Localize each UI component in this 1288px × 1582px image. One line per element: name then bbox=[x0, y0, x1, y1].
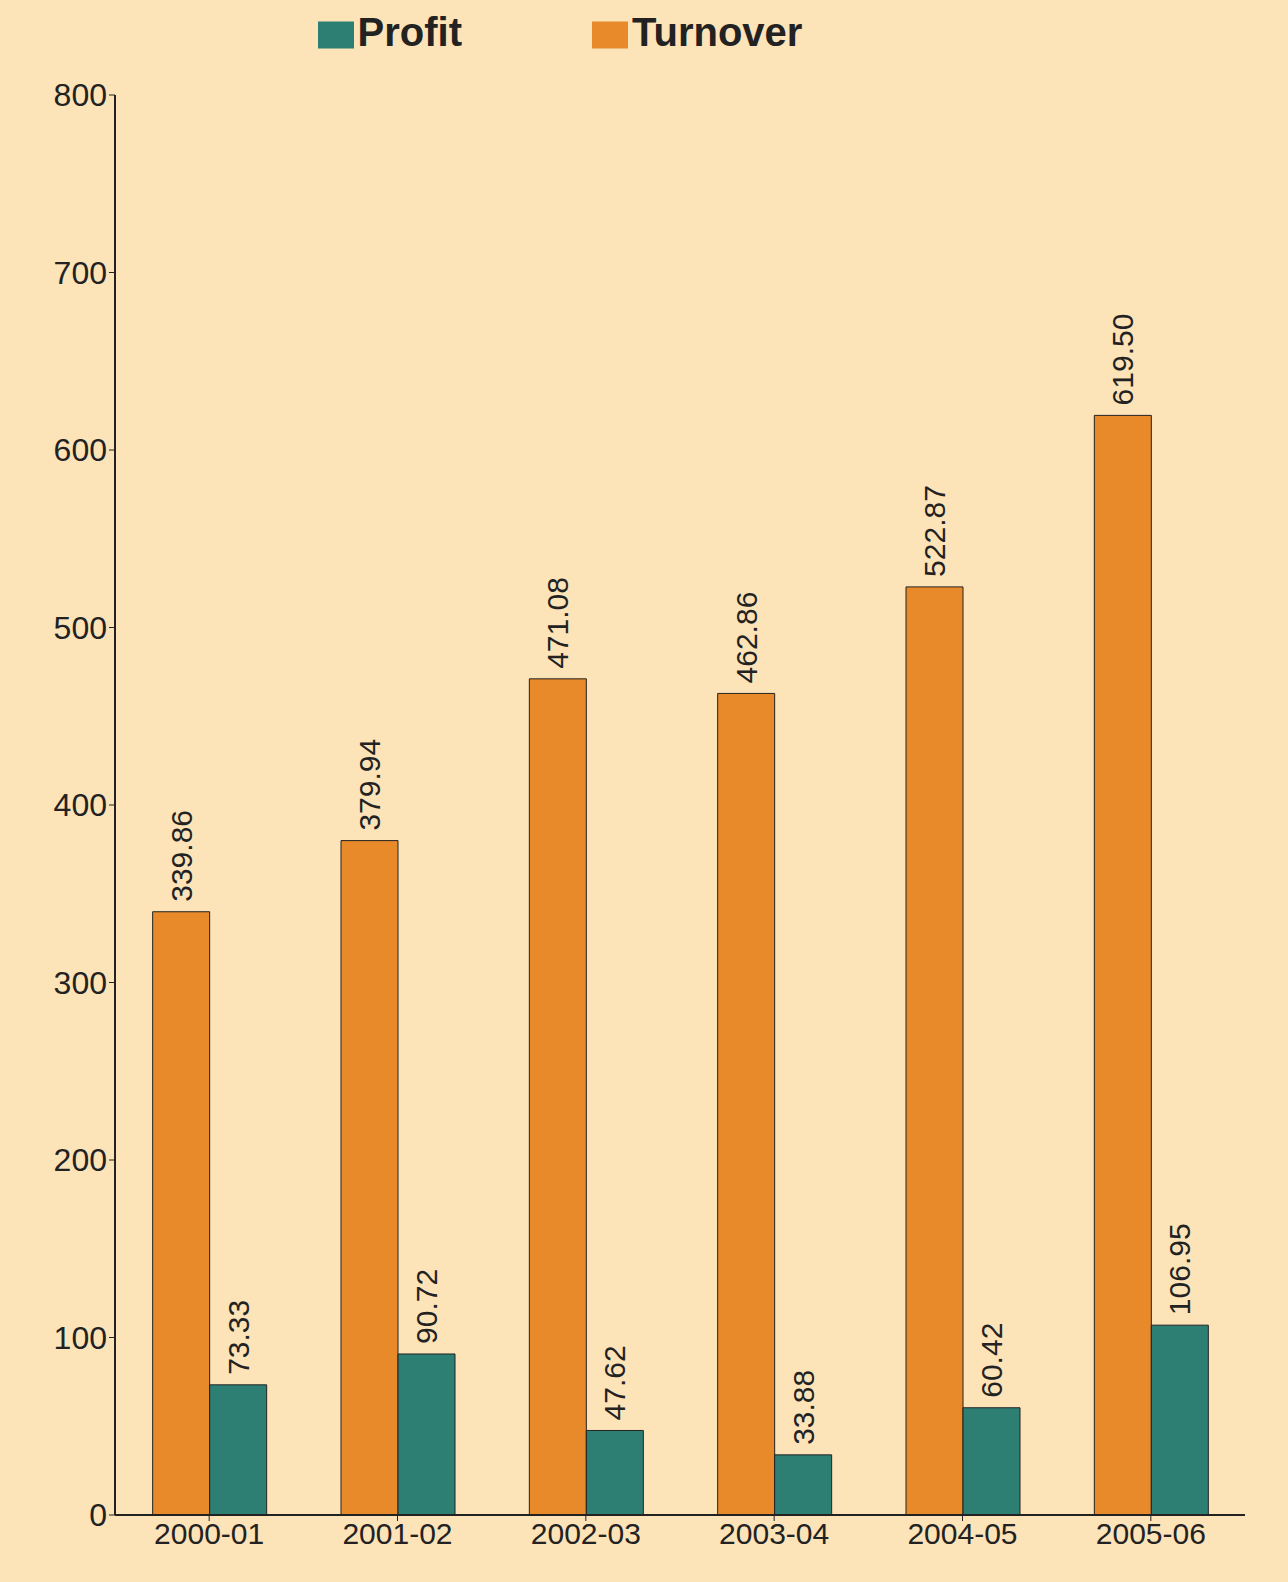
svg-text:2003-04: 2003-04 bbox=[719, 1517, 829, 1550]
svg-text:500: 500 bbox=[54, 610, 107, 646]
svg-text:2001-02: 2001-02 bbox=[342, 1517, 452, 1550]
html-text:Turnover: Turnover bbox=[632, 10, 803, 54]
svg-text:106.95: 106.95 bbox=[1163, 1223, 1196, 1315]
svg-text:90.72: 90.72 bbox=[410, 1269, 443, 1344]
svg-text:2002-03: 2002-03 bbox=[531, 1517, 641, 1550]
svg-text:0: 0 bbox=[89, 1497, 107, 1533]
svg-text:471.08: 471.08 bbox=[541, 577, 574, 669]
svg-text:47.62: 47.62 bbox=[598, 1345, 631, 1420]
svg-text:2004-05: 2004-05 bbox=[907, 1517, 1017, 1550]
svg-text:619.50: 619.50 bbox=[1106, 314, 1139, 406]
svg-text:800: 800 bbox=[54, 77, 107, 113]
svg-text:100: 100 bbox=[54, 1320, 107, 1356]
svg-text:522.87: 522.87 bbox=[918, 485, 951, 577]
svg-text:2005-06: 2005-06 bbox=[1096, 1517, 1206, 1550]
svg-text:379.94: 379.94 bbox=[353, 739, 386, 831]
svg-text:200: 200 bbox=[54, 1142, 107, 1178]
html-text:Profit: Profit bbox=[357, 10, 462, 54]
svg-text:2000-01: 2000-01 bbox=[154, 1517, 264, 1550]
svg-text:400: 400 bbox=[54, 787, 107, 823]
svg-text:462.86: 462.86 bbox=[730, 592, 763, 684]
svg-text:73.33: 73.33 bbox=[222, 1300, 255, 1375]
svg-text:600: 600 bbox=[54, 432, 107, 468]
svg-text:339.86: 339.86 bbox=[165, 810, 198, 902]
svg-text:60.42: 60.42 bbox=[975, 1323, 1008, 1398]
svg-text:300: 300 bbox=[54, 965, 107, 1001]
svg-text:700: 700 bbox=[54, 255, 107, 291]
svg-text:33.88: 33.88 bbox=[787, 1370, 820, 1445]
